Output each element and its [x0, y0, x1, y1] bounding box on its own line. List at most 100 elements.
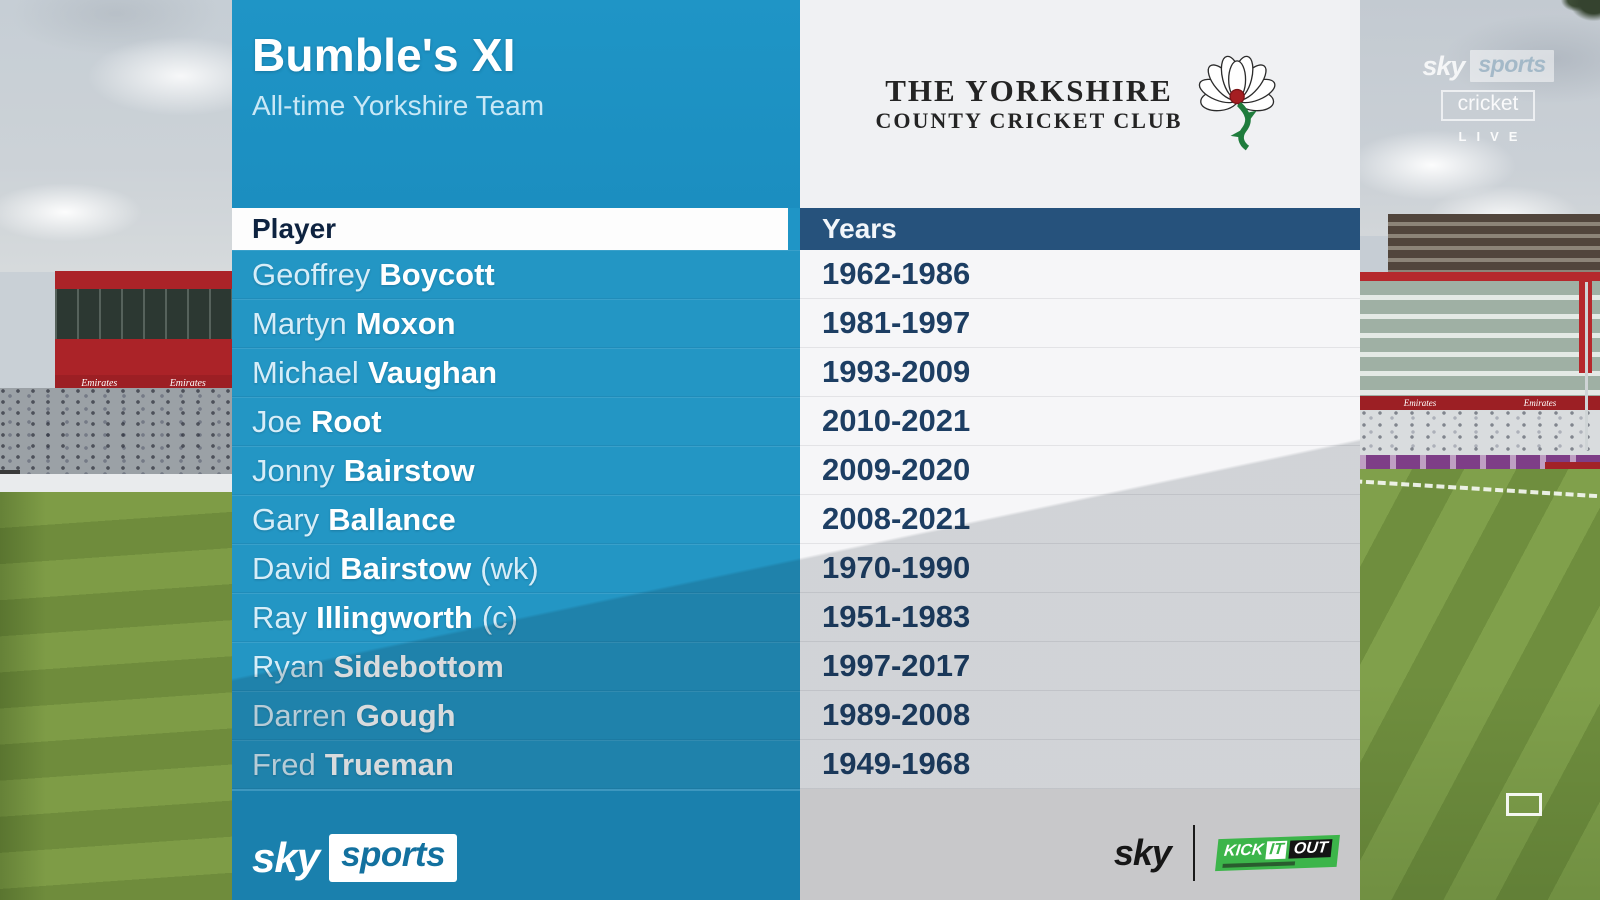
club-name-line2: COUNTY CRICKET CLUB	[875, 108, 1183, 134]
stats-graphic-panel: Bumble's XI All-time Yorkshire Team THE …	[232, 0, 1360, 900]
player-first-name: Darren	[252, 697, 347, 733]
player-years: 2009-2020	[822, 452, 971, 487]
watermark-brand-row: sky sports	[1422, 50, 1554, 82]
player-surname: Illingworth	[316, 599, 473, 635]
player-surname: Ballance	[328, 501, 456, 537]
player-first-name: David	[252, 550, 332, 586]
player-surname: Trueman	[324, 746, 454, 782]
tree-leaves	[1548, 0, 1600, 44]
years-cell: 1951-1983	[800, 593, 1360, 642]
footer-right-panel: sky KICK IT OUT	[800, 789, 1360, 900]
column-header-player: Player	[232, 208, 788, 250]
sky-logo: sky	[1422, 50, 1465, 81]
title-panel: Bumble's XI All-time Yorkshire Team	[232, 0, 800, 208]
player-first-name: Geoffrey	[252, 256, 371, 292]
player-cell: Darren Gough	[232, 691, 800, 740]
player-first-name: Joe	[252, 403, 302, 439]
stadium-photo-left: Emirates Emirates	[0, 0, 232, 900]
stadium-photo-right: Emirates Emirates	[1354, 0, 1600, 900]
header-gap	[788, 208, 800, 250]
player-first-name: Ray	[252, 599, 308, 635]
years-cell: 1949-1968	[800, 740, 1360, 789]
column-header-years: Years	[800, 208, 1360, 250]
page-title: Bumble's XI	[252, 29, 516, 81]
sports-badge: sports	[329, 833, 458, 882]
hotel-pavilion-building	[1360, 272, 1600, 405]
ad-text: Emirates	[1403, 398, 1437, 408]
player-surname: Vaughan	[367, 354, 498, 390]
sports-badge: sports	[1470, 50, 1554, 82]
player-surname: Root	[310, 403, 382, 439]
kick-it-out-text: KICK IT OUT	[1223, 838, 1333, 861]
table-row: Martyn Moxon 1981-1997	[232, 299, 1360, 348]
player-first-name: Jonny	[252, 452, 335, 488]
ad-text: Emirates	[1523, 398, 1557, 408]
years-cell: 1993-2009	[800, 348, 1360, 397]
player-cell: Michael Vaughan	[232, 348, 800, 397]
live-label: LIVE	[1458, 129, 1528, 144]
player-years: 1997-2017	[822, 648, 971, 683]
player-years: 1981-1997	[822, 305, 971, 340]
outfield-grass	[0, 492, 232, 900]
player-years: 1970-1990	[822, 550, 971, 585]
table-row: Ray Illingworth (c) 1951-1983	[232, 593, 1360, 642]
player-years: 1993-2009	[822, 354, 971, 389]
player-years: 1962-1986	[822, 256, 971, 291]
player-years: 2008-2021	[822, 501, 971, 536]
outfield-grass	[1360, 469, 1600, 900]
player-surname: Bairstow	[340, 550, 472, 586]
page-subtitle: All-time Yorkshire Team	[252, 90, 545, 121]
divider	[1192, 824, 1195, 881]
club-name-line1: THE YORKSHIRE	[885, 73, 1173, 109]
ad-text: Emirates	[81, 377, 118, 389]
player-first-name: Ryan	[252, 648, 325, 684]
table-row: Jonny Bairstow 2009-2020	[232, 446, 1360, 495]
player-cell: Jonny Bairstow	[232, 446, 800, 495]
red-pavilion-building: Emirates Emirates	[55, 268, 232, 391]
screen-marker-rectangle	[1506, 793, 1542, 816]
player-role-suffix: (c)	[481, 599, 518, 635]
light-pole	[1585, 282, 1588, 450]
years-cell: 1962-1986	[800, 250, 1360, 299]
kick-it-out-tagline-bar	[1222, 860, 1296, 868]
years-cell: 1970-1990	[800, 544, 1360, 593]
years-cell: 2009-2020	[800, 446, 1360, 495]
table-row: Ryan Sidebottom 1997-2017	[232, 642, 1360, 691]
table-row: Michael Vaughan 1993-2009	[232, 348, 1360, 397]
table-row: Fred Trueman 1949-1968	[232, 740, 1360, 789]
table-row: Gary Ballance 2008-2021	[232, 495, 1360, 544]
table-row: Joe Root 2010-2021	[232, 397, 1360, 446]
club-logo-panel: THE YORKSHIRE COUNTY CRICKET CLUB	[800, 0, 1360, 208]
years-cell: 1989-2008	[800, 691, 1360, 740]
ad-text: Emirates	[169, 377, 206, 389]
player-role-suffix: (wk)	[480, 550, 539, 586]
years-cell: 2008-2021	[800, 495, 1360, 544]
players-table: Geoffrey Boycott 1962-1986 Martyn Moxon …	[232, 250, 1360, 789]
player-surname: Sidebottom	[333, 648, 504, 684]
table-row: David Bairstow (wk) 1970-1990	[232, 544, 1360, 593]
yorkshire-rose-icon	[1199, 55, 1276, 151]
sponsor-ad-band: Emirates Emirates	[55, 375, 232, 391]
building-glass-windows	[55, 289, 232, 339]
player-surname: Moxon	[355, 305, 456, 341]
player-cell: Geoffrey Boycott	[232, 250, 800, 299]
player-first-name: Fred	[252, 746, 316, 782]
player-cell: Joe Root	[232, 397, 800, 446]
player-years: 1949-1968	[822, 746, 971, 781]
club-name: THE YORKSHIRE COUNTY CRICKET CLUB	[876, 74, 1183, 133]
player-surname: Bairstow	[343, 452, 475, 488]
player-cell: Fred Trueman	[232, 740, 800, 789]
player-years: 2010-2021	[822, 403, 971, 438]
sky-logo: sky	[252, 833, 320, 881]
player-first-name: Gary	[252, 501, 320, 537]
grandstand-crowd	[0, 388, 232, 474]
footer-logos: sky KICK IT OUT	[1113, 824, 1340, 881]
player-first-name: Michael	[252, 354, 359, 390]
years-cell: 2010-2021	[800, 397, 1360, 446]
player-cell: Ryan Sidebottom	[232, 642, 800, 691]
player-cell: Martyn Moxon	[232, 299, 800, 348]
grandstand-crowd	[1360, 410, 1600, 455]
sky-logo: sky	[1113, 831, 1172, 873]
sky-clouds	[0, 0, 232, 272]
